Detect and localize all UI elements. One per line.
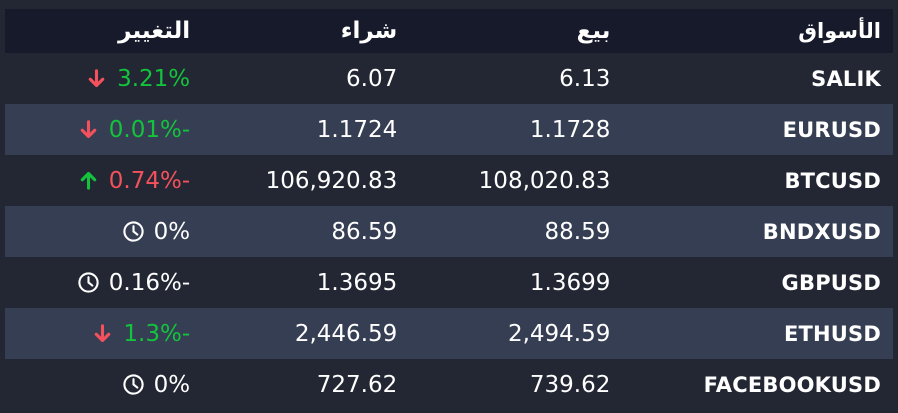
change-cell: 0% — [5, 218, 218, 245]
buy-price: 6.07 — [346, 65, 398, 92]
column-header-markets: الأسواق — [798, 19, 881, 43]
buy-price: 727.62 — [316, 371, 398, 398]
arrow-down-icon — [91, 321, 114, 346]
table-row-facebookusd[interactable]: FACEBOOKUSD 739.62 727.62 0% — [5, 359, 893, 410]
market-name: EURUSD — [782, 117, 881, 142]
change-value: 3.21% — [117, 65, 191, 92]
arrow-up-icon — [77, 168, 100, 193]
sell-price: 6.13 — [559, 65, 611, 92]
buy-price: 86.59 — [331, 218, 398, 245]
change-cell: 0.01%- — [5, 116, 218, 143]
buy-price: 2,446.59 — [294, 320, 398, 347]
change-cell: 0.16%- — [5, 269, 218, 296]
column-header-buy: شراء — [340, 18, 398, 44]
sell-price: 88.59 — [544, 218, 611, 245]
sell-price: 2,494.59 — [507, 320, 611, 347]
buy-price: 106,920.83 — [265, 167, 398, 194]
market-name: FACEBOOKUSD — [703, 372, 881, 397]
table-row-gbpusd[interactable]: GBPUSD 1.3699 1.3695 0.16%- — [5, 257, 893, 308]
change-value: 0% — [153, 371, 191, 398]
change-cell: 3.21% — [5, 65, 218, 92]
change-value: 0% — [153, 218, 191, 245]
change-cell: 0% — [5, 371, 218, 398]
buy-price: 1.1724 — [316, 116, 398, 143]
table-row-salik[interactable]: SALIK 6.13 6.07 3.21% — [5, 53, 893, 104]
market-name: ETHUSD — [783, 321, 881, 346]
buy-price: 1.3695 — [316, 269, 398, 296]
change-cell: 0.74%- — [5, 167, 218, 194]
table-row-bndxusd[interactable]: BNDXUSD 88.59 86.59 0% — [5, 206, 893, 257]
market-name: BNDXUSD — [762, 219, 881, 244]
change-cell: 1.3%- — [5, 320, 218, 347]
sell-price: 1.3699 — [529, 269, 611, 296]
arrow-down-icon — [85, 66, 108, 91]
market-name: GBPUSD — [781, 270, 881, 295]
clock-icon — [77, 271, 100, 294]
table-header-row: الأسواق بيع شراء التغيير — [5, 9, 893, 53]
arrow-down-icon — [77, 117, 100, 142]
clock-icon — [122, 220, 145, 243]
column-header-change: التغيير — [118, 18, 191, 44]
sell-price: 108,020.83 — [478, 167, 611, 194]
market-name: SALIK — [811, 66, 881, 91]
change-value: 0.74%- — [108, 167, 191, 194]
change-value: 0.16%- — [108, 269, 191, 296]
change-value: 1.3%- — [123, 320, 191, 347]
market-name: BTCUSD — [784, 168, 881, 193]
column-header-sell: بيع — [576, 18, 611, 44]
sell-price: 1.1728 — [529, 116, 611, 143]
sell-price: 739.62 — [529, 371, 611, 398]
clock-icon — [122, 373, 145, 396]
table-row-btcusd[interactable]: BTCUSD 108,020.83 106,920.83 0.74%- — [5, 155, 893, 206]
market-rows: SALIK 6.13 6.07 3.21% EURUSD 1.1728 1.17… — [5, 53, 893, 410]
table-row-ethusd[interactable]: ETHUSD 2,494.59 2,446.59 1.3%- — [5, 308, 893, 359]
change-value: 0.01%- — [108, 116, 191, 143]
table-row-eurusd[interactable]: EURUSD 1.1728 1.1724 0.01%- — [5, 104, 893, 155]
